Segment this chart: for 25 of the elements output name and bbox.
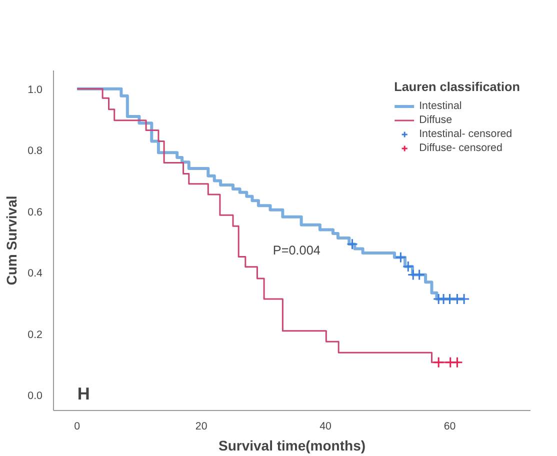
x-tick-label: 20	[195, 420, 208, 432]
legend-title: Lauren classification	[394, 80, 520, 94]
y-tick-label: 0.6	[28, 206, 43, 218]
x-tick-label: 40	[320, 420, 332, 432]
legend-label: Diffuse	[419, 113, 452, 127]
point	[458, 293, 470, 305]
point	[346, 238, 358, 250]
y-tick-label: 0.2	[28, 328, 43, 341]
y-tick-label: 0.0	[28, 390, 43, 402]
x-tick-label: 60	[444, 420, 456, 432]
annotation: H	[77, 384, 90, 404]
legend-label: Diffuse- censored	[419, 141, 502, 155]
legend-label: Intestinal- censored	[419, 127, 512, 141]
point	[432, 356, 444, 368]
x-axis-title: Survival time(months)	[218, 438, 366, 454]
point	[394, 252, 406, 264]
y-tick-label: 1.0	[28, 84, 43, 96]
point	[402, 260, 414, 272]
annotation: P=0.004	[272, 244, 320, 258]
y-tick-label: 0.4	[28, 268, 43, 280]
point	[451, 356, 463, 368]
y-axis-title: Cum Survival	[4, 196, 20, 286]
legend-label: Intestinal	[419, 99, 462, 113]
x-tick-label: 0	[74, 420, 80, 432]
y-tick-label: 0.8	[28, 145, 43, 158]
